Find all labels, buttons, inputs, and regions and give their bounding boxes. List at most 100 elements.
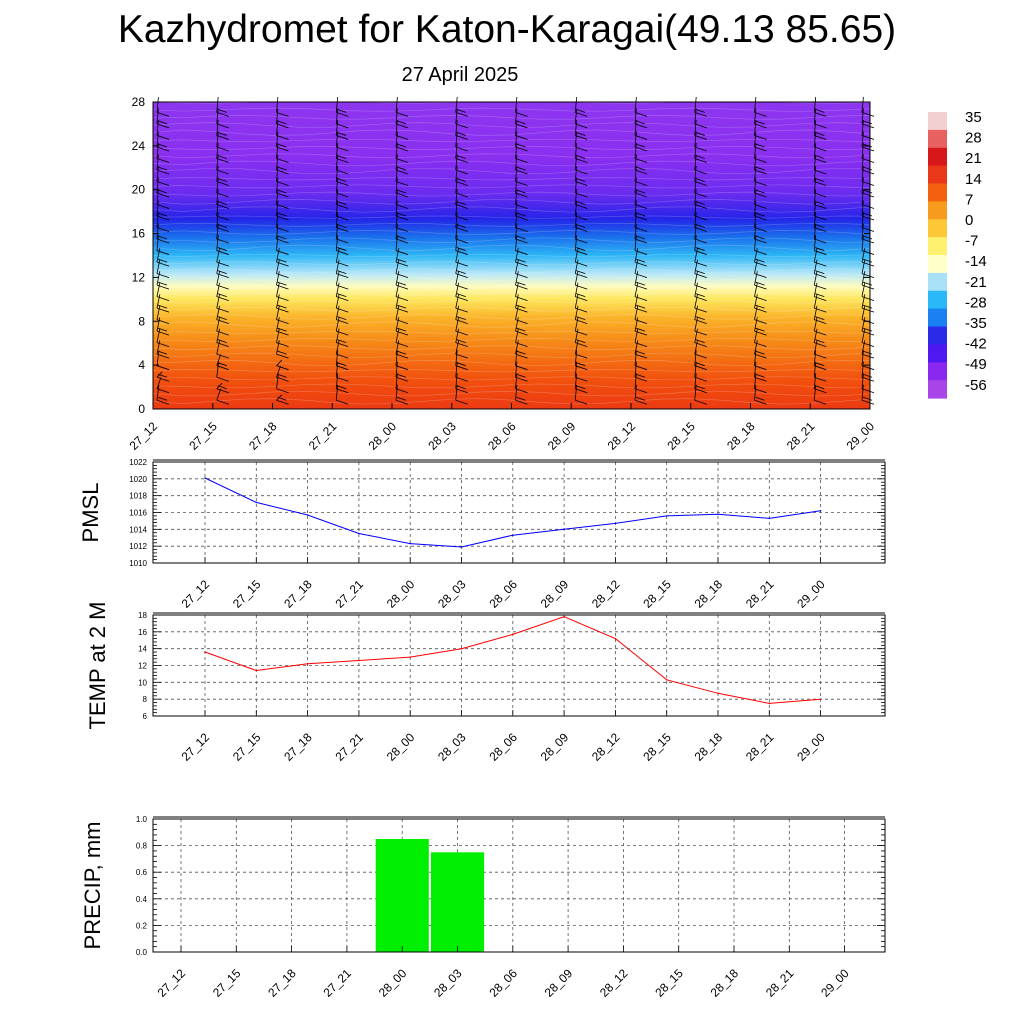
contour-line <box>152 292 871 296</box>
wind-barb <box>634 154 648 175</box>
wind-barb <box>395 119 409 140</box>
heatmap-field <box>153 102 870 409</box>
wind-barb <box>574 177 588 198</box>
wind-barb <box>754 200 767 221</box>
wind-barb <box>634 177 648 198</box>
wind-barb <box>694 259 707 278</box>
wind-barb <box>395 108 409 129</box>
colorbar-label: 14 <box>965 171 982 188</box>
x-tick-label: 28_00 <box>366 419 400 453</box>
wind-barb <box>276 365 289 382</box>
wind-barb <box>574 248 588 267</box>
wind-barb <box>395 328 409 348</box>
wind-barb <box>395 282 409 301</box>
wind-barb <box>634 340 648 359</box>
colorbar-swatch <box>928 326 947 345</box>
wind-barb <box>515 189 528 209</box>
wind-barb <box>515 317 528 336</box>
wind-barb <box>813 131 827 152</box>
wind-barb <box>813 119 827 140</box>
data-point <box>460 546 463 548</box>
wind-barb <box>156 377 170 394</box>
x-tick-label: 28_15 <box>664 419 698 453</box>
data-point <box>460 647 463 650</box>
y-tick-label: 16 <box>132 227 146 241</box>
wind-barb <box>574 350 588 371</box>
x-tick-label: 29_00 <box>844 419 878 453</box>
x-tick-label: 27_21 <box>333 730 367 764</box>
wind-barb <box>216 235 229 255</box>
wind-barb <box>813 165 827 186</box>
wind-barb <box>515 119 528 140</box>
x-tick-label: 28_18 <box>724 419 758 453</box>
contour-line <box>152 345 871 350</box>
colorbar-swatch <box>928 112 947 131</box>
colorbar-label: 28 <box>965 130 982 147</box>
contour-line <box>152 184 871 189</box>
wind-barb <box>754 350 767 371</box>
x-tick-label: 28_00 <box>384 730 418 764</box>
wind-barb <box>813 317 827 336</box>
wind-barb <box>335 271 349 290</box>
contour-line <box>152 215 871 219</box>
wind-barb <box>395 96 409 117</box>
wind-barb <box>395 212 409 232</box>
wind-barb <box>754 154 767 175</box>
wind-barb <box>754 248 767 267</box>
wind-barb <box>861 350 875 371</box>
contour-line <box>152 359 871 367</box>
wind-barb <box>515 177 528 198</box>
wind-barb <box>515 271 528 290</box>
y-tick-label: 6 <box>143 712 148 721</box>
wind-barb <box>335 223 349 244</box>
wind-barb <box>694 340 707 359</box>
wind-barb <box>395 384 409 405</box>
wind-barb <box>216 317 229 336</box>
wind-barb <box>634 165 648 186</box>
contour-line <box>152 237 871 243</box>
wind-barb <box>634 305 648 325</box>
x-tick-label: 28_21 <box>784 419 818 453</box>
wind-barb <box>574 271 588 290</box>
wind-barb <box>634 248 648 267</box>
wind-barb <box>754 189 767 209</box>
data-point <box>512 633 514 636</box>
wind-barb <box>813 259 827 278</box>
page-title: Kazhydromet for Katon-Karagai(49.13 85.6… <box>117 8 897 51</box>
contour-line <box>152 321 871 328</box>
wind-barb <box>335 384 349 405</box>
wind-barb <box>455 119 468 140</box>
wind-barb <box>156 305 170 325</box>
wind-barb <box>574 131 588 152</box>
wind-barb <box>335 154 349 175</box>
x-tick-label: 27_12 <box>179 577 213 611</box>
temperature-profile-panel: 0 4 8 12 16 20 24 28 27_12 27_15 27_18 27_21 28_00 28… <box>127 95 878 453</box>
wind-barb <box>515 305 528 325</box>
wind-barb <box>216 200 229 221</box>
x-tick-label: 27_12 <box>179 730 213 764</box>
wind-barb <box>335 350 349 371</box>
wind-barb <box>455 96 468 117</box>
wind-barb <box>216 388 229 405</box>
x-tick-label: 28_18 <box>692 577 726 611</box>
wind-barb <box>574 189 588 209</box>
wind-barb <box>515 248 528 267</box>
y-tick-label: 8 <box>143 695 148 704</box>
contour-line <box>152 390 871 397</box>
wind-barb <box>216 108 229 129</box>
wind-barb <box>813 248 827 267</box>
x-tick-label: 27_15 <box>186 419 220 453</box>
wind-barb <box>216 340 229 359</box>
wind-barb <box>694 235 707 255</box>
contour-line <box>152 160 871 167</box>
x-tick-label: 28_06 <box>486 966 520 1000</box>
colorbar-label: -35 <box>965 315 987 332</box>
wind-barb <box>634 282 648 301</box>
contour-line <box>152 314 871 320</box>
data-point <box>255 501 258 504</box>
wind-barb <box>216 271 229 290</box>
wind-barb <box>813 350 827 371</box>
y-tick-label: 16 <box>138 628 147 637</box>
wind-barb <box>754 340 767 359</box>
